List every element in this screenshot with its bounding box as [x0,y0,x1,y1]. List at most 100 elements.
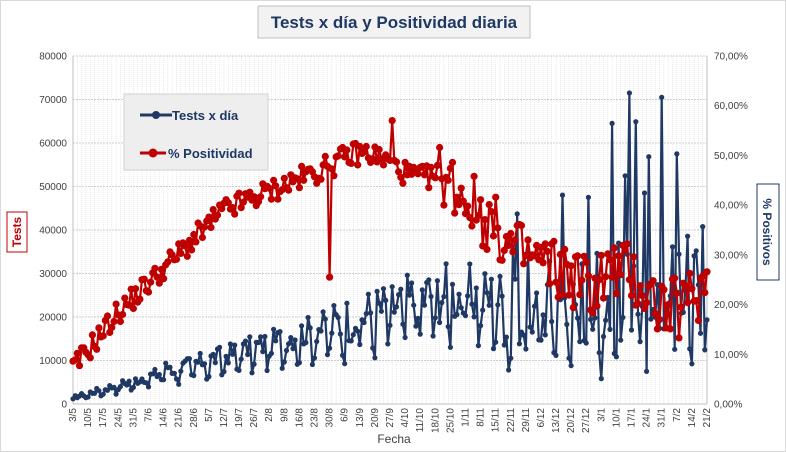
tests-point [150,371,156,377]
tests-point [268,350,274,356]
x-tick-label: 21/2 [702,408,713,428]
positivity-point [505,241,513,249]
tests-point [575,315,581,321]
tests-point [531,303,538,309]
positivity-point [610,244,618,252]
tests-point [646,154,652,160]
tests-point [210,351,216,357]
x-tick-label: 21/6 [174,408,185,428]
tests-point [355,328,361,334]
tests-point [704,317,710,323]
positivity-point [677,303,685,311]
tests-point [385,341,391,347]
tests-point [644,368,650,374]
tests-point [206,374,212,380]
tests-point [648,316,654,322]
positivity-point [589,309,597,317]
x-tick-label: 26/7 [249,408,260,428]
tests-point [143,380,149,386]
tests-point [421,302,428,308]
tests-point [311,355,318,361]
tests-point [501,342,507,348]
tests-point [318,328,324,334]
tests-point [378,308,384,314]
tests-point [603,317,609,323]
tests-point [419,287,425,293]
positivity-point [188,246,196,254]
tests-point [156,371,162,378]
tests-point [145,384,152,390]
positivity-point [177,249,185,257]
tests-point [585,194,592,200]
tests-point [368,310,374,316]
positivity-point [181,242,189,250]
tests-point [104,387,111,393]
positivity-point [599,294,608,302]
positivity-point [477,196,485,204]
x-tick-label: 3/1 [596,408,607,422]
positivity-point [638,292,646,300]
y-right-tick-label: 10,00% [714,350,748,361]
tests-point [628,327,635,333]
tests-point [404,272,410,278]
tests-point [195,359,201,365]
tests-point [370,345,376,351]
legend-label-positivity: % Positividad [168,146,253,161]
tests-point [262,333,268,340]
tests-point [691,253,697,259]
y-right-tick-label: 40,00% [714,201,748,212]
positivity-point [489,232,498,240]
positivity-point [597,251,605,259]
x-tick-label: 14/6 [159,408,170,428]
positivity-point [239,198,247,206]
positivity-point [88,331,96,339]
positivity-point [517,221,526,230]
tests-point [387,322,393,328]
positivity-point [246,188,254,196]
tests-point [372,355,378,361]
tests-point [173,376,180,382]
y-right-tick-label: 70,00% [714,52,748,63]
positivity-point [112,300,120,308]
tests-point [251,361,257,367]
tests-point [277,329,283,335]
y-left-tick-label: 0 [61,400,67,411]
positivity-point [153,273,161,281]
positivity-point [692,297,700,305]
tests-point [249,370,255,376]
tests-point [577,339,583,345]
positivity-point [703,268,711,276]
positivity-point [209,206,217,214]
positivity-point [464,202,472,210]
positivity-point [550,237,558,245]
tests-point [258,334,264,340]
tests-point [167,364,173,370]
tests-point [697,330,704,336]
tests-point [111,384,117,390]
positivity-point [556,250,565,258]
positivity-point [470,172,478,180]
positivity-point [675,334,683,342]
x-tick-label: 28/6 [189,408,200,428]
positivity-point [558,291,567,299]
positivity-point [436,143,444,152]
tests-point [590,326,596,332]
tests-point [478,323,484,329]
positivity-point [485,201,493,209]
positivity-point [347,159,355,167]
y-left-tick-label: 30000 [39,269,67,280]
positivity-point [576,291,584,299]
positivity-point [500,246,508,254]
positivity-point [582,258,590,266]
tests-point [534,290,540,296]
tests-point [475,343,481,349]
x-tick-label: 23/8 [310,408,321,428]
x-axis-label: Fecha [377,432,411,446]
positivity-point [593,302,601,310]
x-tick-label: 16/8 [294,408,305,428]
tests-point [132,376,139,382]
tests-point [432,315,438,321]
positivity-point [492,193,500,201]
positivity-point [200,223,209,231]
positivity-point [671,274,679,282]
